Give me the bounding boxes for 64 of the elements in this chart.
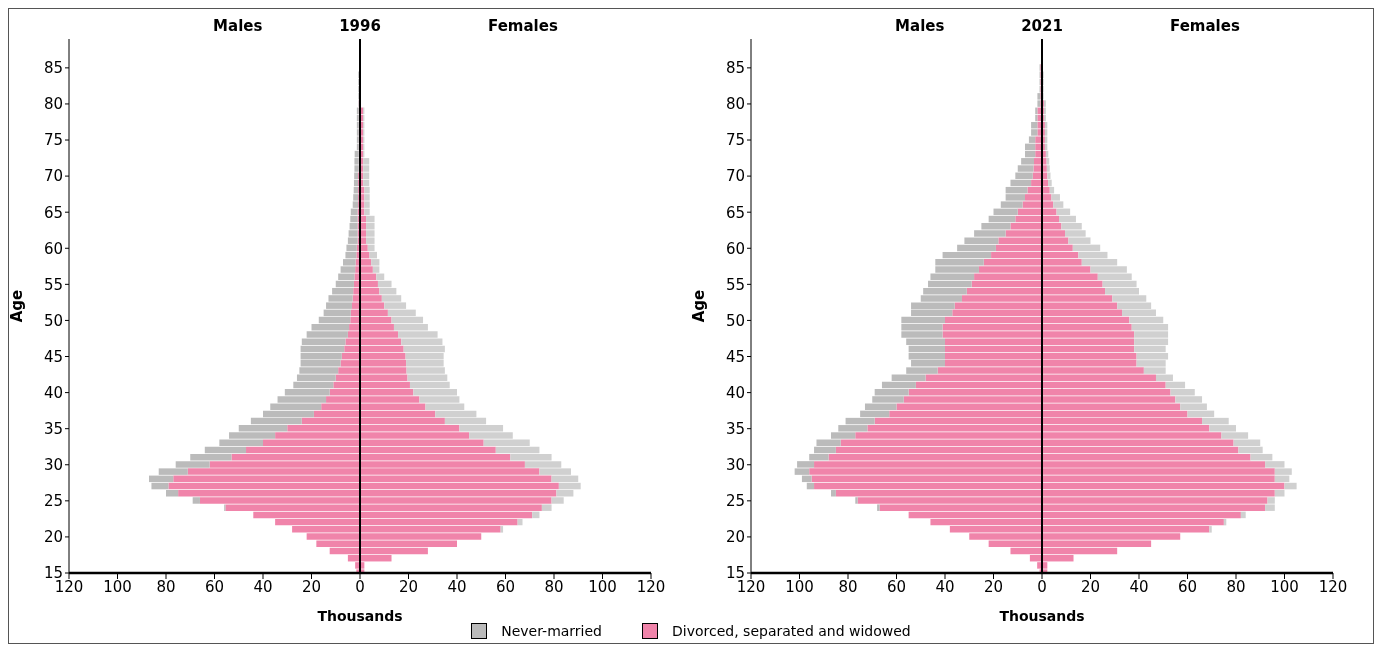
y-tick-label: 40 [725,383,745,402]
y-tick-label: 50 [43,311,63,330]
y-tick-label: 35 [43,420,63,438]
x-tick-label: 40 [1129,577,1149,596]
y-tick-label: 55 [43,275,63,294]
x-tick-label: 80 [544,577,564,596]
y-tick-label: 70 [725,167,745,186]
x-tick-label: 20 [301,577,322,596]
y-tick-label: 80 [725,95,745,114]
x-tick-label: 60 [495,577,516,596]
x-axis-title: Thousands [999,608,1085,624]
x-tick-label: 100 [588,577,617,596]
legend-label: Divorced, separated and widowed [672,623,911,639]
y-tick-label: 65 [725,203,745,222]
y-tick-label: 30 [43,456,63,475]
legend-label: Never-married [501,623,603,639]
x-tick-label: 120 [636,577,666,596]
y-tick-label: 75 [43,131,63,150]
x-tick-label: 60 [1177,577,1198,596]
x-axis-title: Thousands [317,608,403,624]
y-tick-label: 65 [43,203,63,222]
x-tick-label: 20 [398,577,419,596]
y-axis-title: Age [8,289,27,323]
x-tick-label: 20 [983,577,1004,596]
y-tick-label: 20 [725,528,745,547]
x-tick-label: 40 [253,577,273,596]
text: Females [1170,17,1240,35]
y-tick-label: 45 [43,347,63,366]
x-tick-label: 60 [886,577,907,596]
text: Females [488,17,558,35]
x-tick-label: 100 [103,577,132,596]
y-tick-label: 25 [725,492,745,511]
x-tick-label: 120 [1318,577,1348,596]
y-tick-label: 75 [725,131,745,150]
y-tick-label: 25 [43,492,63,511]
x-tick-label: 20 [1080,577,1101,596]
x-tick-label: 0 [1037,577,1047,596]
chart-title: 1996 [339,17,381,35]
x-tick-label: 100 [1270,577,1299,596]
y-tick-label: 70 [43,167,63,186]
x-tick-label: 0 [355,577,365,596]
y-tick-label: 35 [725,420,745,438]
x-tick-label: 100 [785,577,814,596]
y-tick-label: 45 [725,347,745,366]
x-tick-label: 80 [1226,577,1246,596]
y-tick-label: 30 [725,456,745,475]
x-tick-label: 40 [935,577,955,596]
x-tick-label: 60 [204,577,225,596]
chart-title: 2021 [1021,17,1063,35]
text: Males [895,17,945,35]
y-tick-label: 50 [725,311,745,330]
y-tick-label: 85 [43,59,63,78]
y-tick-label: 60 [43,239,63,258]
y-tick-label: 85 [725,59,745,78]
y-tick-label: 80 [43,95,63,114]
x-tick-label: 80 [838,577,858,596]
y-tick-label: 20 [43,528,63,547]
y-tick-label: 55 [725,275,745,294]
text: Males [213,17,263,35]
x-tick-label: 80 [156,577,176,596]
y-tick-label: 60 [725,239,745,258]
y-tick-label: 40 [43,383,63,402]
x-tick-label: 40 [447,577,467,596]
y-axis-title: Age [690,289,709,323]
